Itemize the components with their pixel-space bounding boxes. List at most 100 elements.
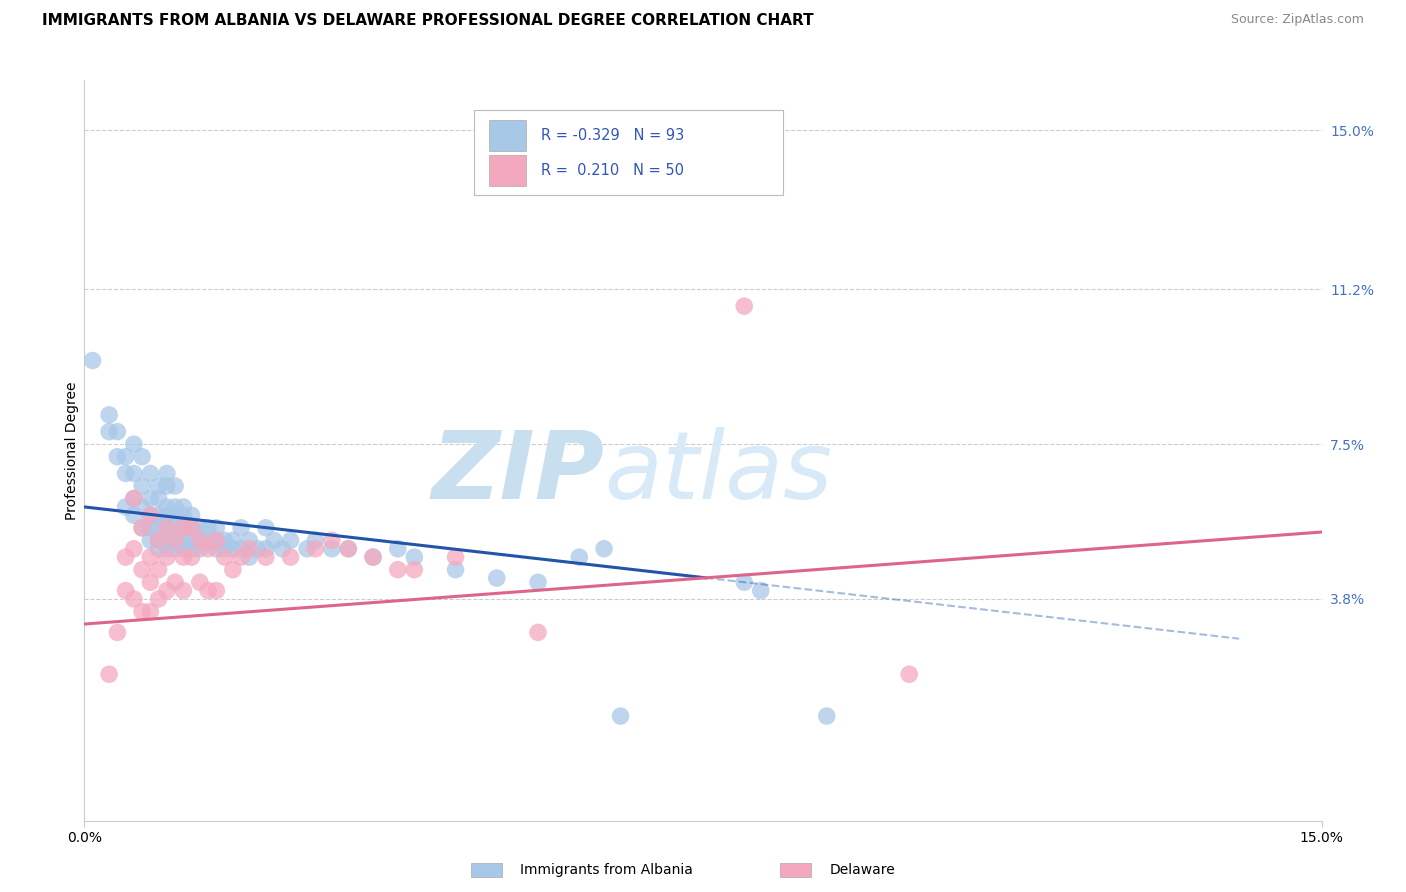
Point [148, 563, 170, 577]
Point [139, 508, 162, 523]
Point [172, 521, 194, 535]
Point [180, 508, 202, 523]
Point [148, 541, 170, 556]
Point [527, 575, 550, 590]
Point [114, 450, 136, 464]
Point [122, 591, 145, 606]
Point [361, 550, 384, 565]
Point [229, 521, 252, 535]
Point [122, 491, 145, 506]
Point [254, 541, 277, 556]
Point [122, 491, 145, 506]
Text: ZIP: ZIP [432, 426, 605, 518]
Point [172, 550, 194, 565]
Point [131, 605, 153, 619]
Point [749, 583, 772, 598]
Point [280, 533, 302, 548]
Point [165, 541, 187, 556]
Point [337, 541, 360, 556]
Point [114, 467, 136, 481]
Point [733, 299, 755, 313]
Point [444, 550, 467, 565]
Point [148, 533, 170, 548]
Point [222, 541, 245, 556]
Point [254, 521, 277, 535]
Point [148, 491, 170, 506]
Point [246, 541, 269, 556]
Point [172, 521, 194, 535]
Point [105, 625, 128, 640]
Point [197, 521, 219, 535]
Point [197, 541, 219, 556]
Point [82, 353, 104, 368]
Point [188, 521, 211, 535]
Point [156, 521, 179, 535]
Point [593, 541, 616, 556]
Point [295, 541, 318, 556]
Point [254, 550, 277, 565]
Point [156, 550, 179, 565]
Point [197, 583, 219, 598]
Bar [489, 120, 526, 151]
Point [156, 500, 179, 514]
Point [172, 500, 194, 514]
Text: R =  0.210   N = 50: R = 0.210 N = 50 [541, 163, 683, 178]
Point [733, 575, 755, 590]
Text: R = -0.329   N = 93: R = -0.329 N = 93 [541, 128, 685, 143]
Point [180, 533, 202, 548]
Point [139, 533, 162, 548]
Point [229, 550, 252, 565]
Point [139, 508, 162, 523]
Point [131, 521, 153, 535]
Point [156, 521, 179, 535]
Point [122, 437, 145, 451]
Point [122, 541, 145, 556]
Point [815, 709, 838, 723]
Point [180, 550, 202, 565]
Point [131, 450, 153, 464]
Point [148, 591, 170, 606]
Text: atlas: atlas [605, 427, 832, 518]
Point [165, 575, 187, 590]
Point [568, 550, 591, 565]
Point [527, 625, 550, 640]
Point [609, 709, 631, 723]
Point [180, 521, 202, 535]
Point [139, 491, 162, 506]
Y-axis label: Professional Degree: Professional Degree [65, 381, 79, 520]
Point [238, 533, 260, 548]
Point [131, 521, 153, 535]
Point [222, 533, 245, 548]
Point [214, 541, 236, 556]
Point [898, 667, 921, 681]
Point [180, 541, 202, 556]
Point [205, 533, 228, 548]
Point [156, 533, 179, 548]
Point [98, 408, 121, 422]
Point [188, 533, 211, 548]
Point [114, 583, 136, 598]
FancyBboxPatch shape [474, 110, 783, 195]
Point [229, 541, 252, 556]
Point [172, 583, 194, 598]
Point [205, 533, 228, 548]
Text: Immigrants from Albania: Immigrants from Albania [520, 863, 693, 877]
Point [172, 541, 194, 556]
Point [404, 563, 426, 577]
Point [165, 508, 187, 523]
Point [165, 479, 187, 493]
Point [139, 467, 162, 481]
Point [172, 508, 194, 523]
Point [122, 508, 145, 523]
Point [444, 563, 467, 577]
Point [485, 571, 508, 585]
Point [222, 563, 245, 577]
Point [122, 467, 145, 481]
Point [98, 667, 121, 681]
Point [156, 467, 179, 481]
Point [205, 541, 228, 556]
Point [263, 533, 285, 548]
Point [404, 550, 426, 565]
Point [105, 425, 128, 439]
Point [304, 533, 326, 548]
